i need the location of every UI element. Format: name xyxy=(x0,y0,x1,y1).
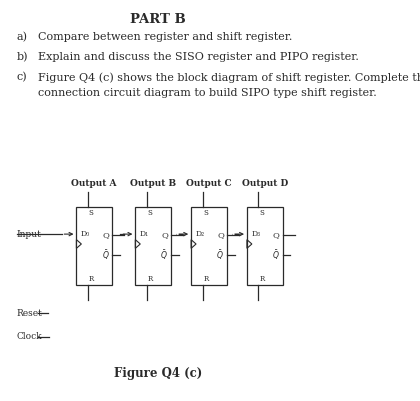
Text: Reset: Reset xyxy=(17,309,42,318)
Text: Output C: Output C xyxy=(186,179,232,188)
Text: connection circuit diagram to build SIPO type shift register.: connection circuit diagram to build SIPO… xyxy=(38,88,377,98)
Text: R: R xyxy=(203,275,209,283)
Text: R: R xyxy=(259,275,265,283)
Text: S: S xyxy=(148,209,152,217)
Text: S: S xyxy=(203,209,208,217)
Text: Output A: Output A xyxy=(71,179,117,188)
Text: Q: Q xyxy=(273,231,280,239)
Text: PART B: PART B xyxy=(130,13,186,26)
Text: D₁: D₁ xyxy=(139,230,149,238)
Text: $\bar{Q}$: $\bar{Q}$ xyxy=(160,248,168,261)
Text: Explain and discuss the SISO register and PIPO register.: Explain and discuss the SISO register an… xyxy=(38,52,359,62)
Text: $\bar{Q}$: $\bar{Q}$ xyxy=(102,248,109,261)
Text: Q: Q xyxy=(217,231,224,239)
Text: b): b) xyxy=(17,52,28,63)
Text: c): c) xyxy=(17,72,27,82)
Text: R: R xyxy=(89,275,94,283)
Text: $\bar{Q}$: $\bar{Q}$ xyxy=(272,248,280,261)
Text: Q: Q xyxy=(102,231,109,239)
Text: S: S xyxy=(259,209,264,217)
Text: Input: Input xyxy=(17,230,42,239)
Text: Figure Q4 (c) shows the block diagram of shift register. Complete the: Figure Q4 (c) shows the block diagram of… xyxy=(38,72,420,83)
Bar xyxy=(247,207,283,285)
Text: R: R xyxy=(148,275,153,283)
Text: Q: Q xyxy=(161,231,168,239)
Text: Figure Q4 (c): Figure Q4 (c) xyxy=(114,367,202,381)
Text: Output B: Output B xyxy=(130,179,176,188)
Text: S: S xyxy=(89,209,94,217)
Bar xyxy=(76,207,112,285)
Text: D₀: D₀ xyxy=(81,230,90,238)
Text: D₂: D₂ xyxy=(195,230,205,238)
Text: a): a) xyxy=(17,32,28,43)
Text: Clock: Clock xyxy=(17,332,42,341)
Text: D₃: D₃ xyxy=(251,230,260,238)
Text: $\bar{Q}$: $\bar{Q}$ xyxy=(216,248,224,261)
Bar xyxy=(191,207,227,285)
Bar xyxy=(135,207,171,285)
Text: Compare between register and shift register.: Compare between register and shift regis… xyxy=(38,32,293,43)
Text: Output D: Output D xyxy=(241,179,288,188)
